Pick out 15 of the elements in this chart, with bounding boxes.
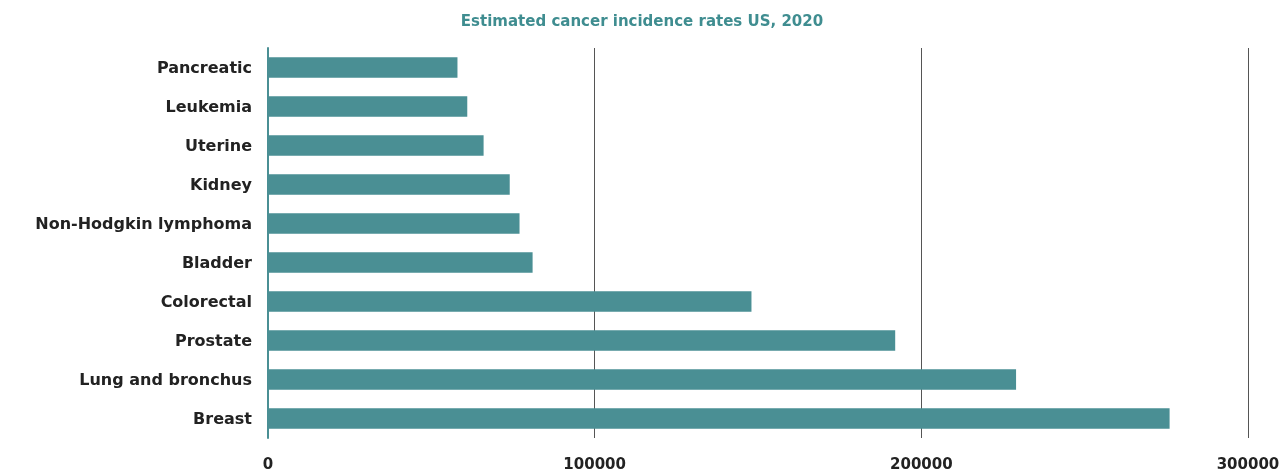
y-tick-label: Kidney <box>189 175 253 194</box>
y-tick-label: Pancreatic <box>156 58 252 77</box>
chart-title: Estimated cancer incidence rates US, 2020 <box>460 11 824 30</box>
y-tick-label: Leukemia <box>165 97 252 116</box>
y-tick-label: Colorectal <box>160 292 252 311</box>
y-tick-label: Bladder <box>181 253 253 272</box>
y-tick-label: Lung and bronchus <box>79 370 252 389</box>
x-tick-label: 200000 <box>890 454 953 473</box>
y-tick-label: Uterine <box>184 136 253 155</box>
y-tick-label: Prostate <box>174 331 253 350</box>
x-tick-label: 300000 <box>1216 454 1280 473</box>
y-tick-label: Non-Hodgkin lymphoma <box>35 214 252 233</box>
y-tick-label: Breast <box>193 409 253 428</box>
x-tick-label: 0 <box>262 454 274 473</box>
x-tick-label: 100000 <box>563 454 626 473</box>
